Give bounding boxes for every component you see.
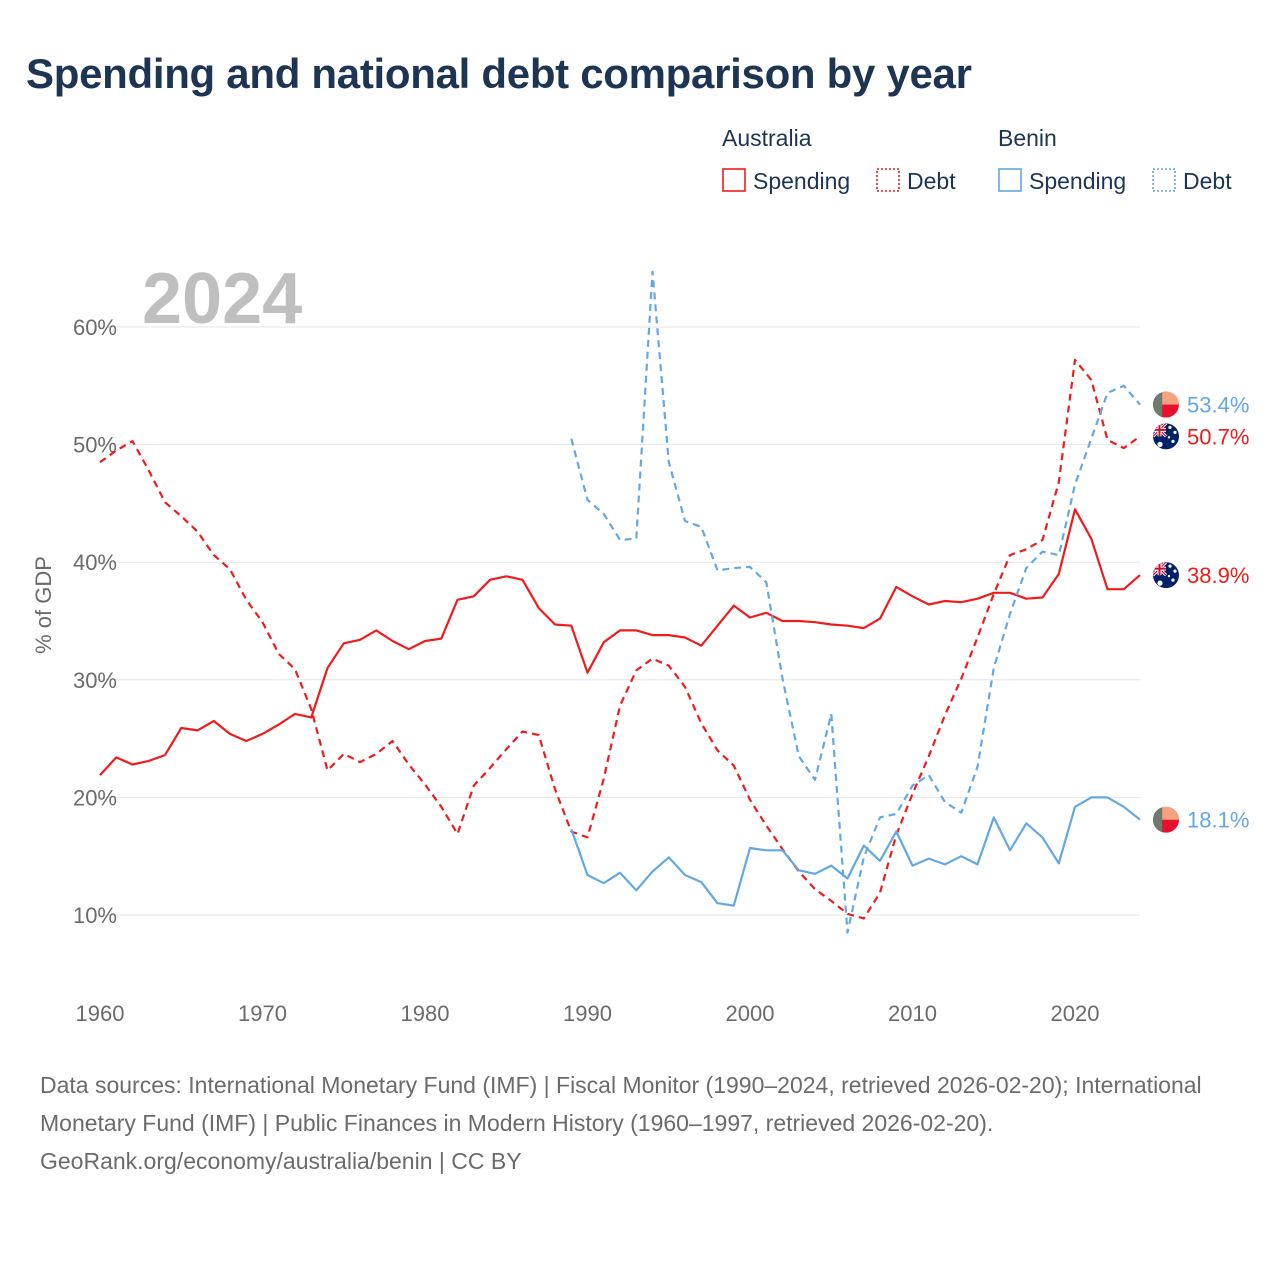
x-tick-label: 1990 — [563, 1001, 612, 1026]
legend-item-benin-spending[interactable]: Spending — [1029, 168, 1126, 194]
end-value-label: 53.4% — [1187, 393, 1249, 418]
benin-debt-line[interactable] — [570, 270, 1141, 934]
legend-swatch-solid[interactable] — [722, 168, 746, 192]
end-markers: 38.9% 50.7% 18.1% 53.4% — [1153, 391, 1249, 833]
y-axis-label: % of GDP — [31, 556, 56, 654]
legend-item-australia-debt[interactable]: Debt — [907, 168, 956, 194]
x-tick-label: 1980 — [401, 1001, 450, 1026]
x-tick-label: 2020 — [1051, 1001, 1100, 1026]
attribution-link[interactable]: GeoRank.org/economy/australia/benin | CC… — [40, 1148, 522, 1174]
y-tick-label: 50% — [73, 433, 117, 458]
gridlines — [96, 326, 1140, 916]
legend-group-benin: Benin — [998, 125, 1057, 151]
legend-swatch-solid[interactable] — [998, 168, 1022, 192]
australia-debt-line[interactable] — [99, 358, 1141, 920]
legend-swatch-dotted[interactable] — [1152, 168, 1176, 192]
australia-flag-icon — [1153, 562, 1179, 589]
benin-flag-icon — [1153, 391, 1179, 418]
end-value-label: 50.7% — [1187, 424, 1249, 449]
x-tick-label: 1970 — [238, 1001, 287, 1026]
x-tick-label: 2010 — [888, 1001, 937, 1026]
end-value-label: 18.1% — [1187, 808, 1249, 833]
chart: Australia Spending Debt Benin Spending Debt 2… — [31, 125, 1249, 1026]
year-watermark: 2024 — [142, 259, 302, 339]
australia-spending-line[interactable] — [99, 508, 1141, 776]
data-sources-text: Data sources: International Monetary Fun… — [40, 1072, 1202, 1136]
y-tick-labels: 10% 20% 30% 40% 50% 60% — [73, 315, 117, 928]
australia-flag-icon — [1153, 423, 1179, 450]
benin-spending-line[interactable] — [570, 796, 1141, 907]
y-tick-label: 10% — [73, 903, 117, 928]
y-tick-label: 30% — [73, 668, 117, 693]
y-tick-label: 20% — [73, 785, 117, 810]
legend-group-australia: Australia — [722, 125, 812, 151]
legend-item-benin-debt[interactable]: Debt — [1183, 168, 1232, 194]
x-tick-labels: 1960 1970 1980 1990 2000 2010 2020 — [76, 1001, 1100, 1026]
y-tick-label: 60% — [73, 315, 117, 340]
end-value-label: 38.9% — [1187, 563, 1249, 588]
series-lines — [99, 270, 1141, 934]
x-tick-label: 1960 — [76, 1001, 125, 1026]
legend[interactable]: Australia Spending Debt Benin Spending Debt — [722, 125, 1232, 194]
legend-item-australia-spending[interactable]: Spending — [753, 168, 850, 194]
sources: Data sources: International Monetary Fun… — [40, 1066, 1240, 1180]
y-tick-label: 40% — [73, 550, 117, 575]
benin-flag-icon — [1153, 806, 1179, 833]
legend-swatch-dotted[interactable] — [876, 168, 900, 192]
page-title: Spending and national debt comparison by… — [26, 50, 972, 97]
x-tick-label: 2000 — [726, 1001, 775, 1026]
